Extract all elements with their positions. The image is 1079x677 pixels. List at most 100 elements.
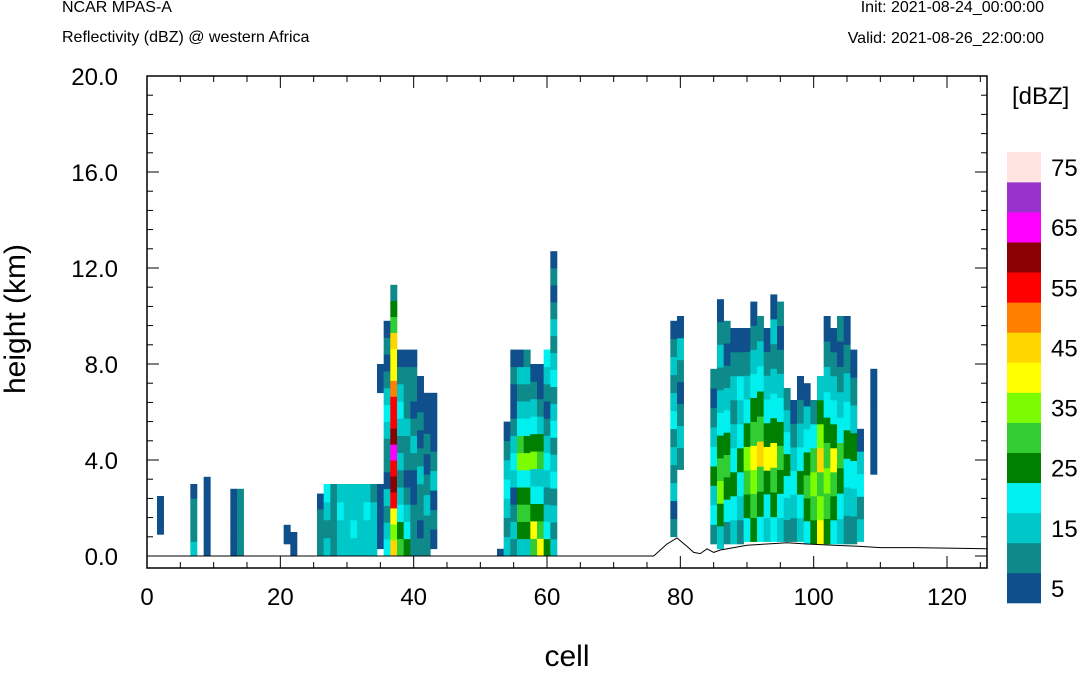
reflectivity-cell — [743, 375, 751, 400]
reflectivity-cell — [710, 446, 718, 467]
reflectivity-cell — [523, 538, 531, 557]
reflectivity-cell — [803, 429, 811, 453]
reflectivity-cell — [550, 539, 558, 557]
x-tick-label: 60 — [534, 584, 561, 611]
reflectivity-cell — [343, 520, 351, 539]
reflectivity-cell — [757, 341, 764, 367]
reflectivity-cell — [750, 349, 758, 374]
reflectivity-cell — [777, 517, 784, 542]
reflectivity-cell — [843, 487, 851, 516]
reflectivity-cell — [790, 423, 798, 448]
reflectivity-cell — [537, 538, 544, 557]
reflectivity-cell — [423, 474, 431, 496]
reflectivity-cell — [503, 498, 511, 518]
reflectivity-cell — [377, 516, 384, 533]
reflectivity-cell — [543, 487, 551, 505]
reflectivity-cell — [837, 392, 844, 418]
reflectivity-cell — [397, 384, 404, 402]
reflectivity-cell — [777, 301, 784, 326]
reflectivity-cell — [830, 352, 838, 377]
reflectivity-cell — [857, 428, 864, 452]
reflectivity-cell — [783, 519, 791, 542]
reflectivity-cell — [710, 524, 718, 545]
reflectivity-cell — [803, 521, 811, 545]
reflectivity-cells — [157, 251, 878, 557]
reflectivity-cell — [823, 468, 831, 494]
reflectivity-cell — [550, 352, 558, 371]
colorbar-tick-label: 65 — [1051, 215, 1078, 242]
reflectivity-cell — [397, 435, 404, 454]
reflectivity-cell — [543, 538, 551, 557]
reflectivity-cell — [743, 399, 751, 424]
reflectivity-cell — [770, 418, 778, 444]
reflectivity-cell — [423, 392, 431, 414]
x-tick-label: 100 — [794, 584, 834, 611]
reflectivity-cell — [370, 484, 378, 503]
reflectivity-cell — [517, 521, 524, 540]
reflectivity-cell — [803, 498, 811, 522]
reflectivity-cell — [750, 493, 758, 518]
reflectivity-cell — [363, 502, 371, 521]
reflectivity-cell — [717, 299, 724, 323]
reflectivity-cell — [390, 364, 398, 381]
reflectivity-cell — [330, 538, 338, 557]
reflectivity-cell — [530, 364, 538, 382]
reflectivity-cell — [383, 438, 391, 456]
reflectivity-cell — [857, 519, 864, 542]
reflectivity-cell — [390, 476, 398, 493]
reflectivity-cell — [743, 470, 751, 495]
reflectivity-cell — [503, 479, 511, 499]
reflectivity-cell — [530, 416, 538, 435]
reflectivity-cell — [730, 328, 738, 353]
colorbar-swatch — [1007, 272, 1041, 303]
reflectivity-cell — [777, 373, 784, 398]
reflectivity-cell — [710, 427, 718, 447]
reflectivity-cell — [410, 504, 418, 522]
reflectivity-cell — [770, 516, 778, 542]
reflectivity-cell — [810, 424, 818, 449]
reflectivity-cell — [383, 388, 391, 406]
reflectivity-cell — [770, 319, 778, 345]
colorbar — [1007, 152, 1041, 604]
reflectivity-cell — [517, 418, 524, 436]
reflectivity-cell — [750, 421, 758, 446]
reflectivity-cell — [550, 386, 558, 404]
reflectivity-cell — [383, 404, 391, 422]
reflectivity-cell — [517, 349, 524, 368]
reflectivity-cell — [550, 420, 558, 438]
reflectivity-cell — [710, 368, 718, 389]
reflectivity-cell — [543, 470, 551, 488]
reflectivity-cell — [390, 332, 398, 349]
reflectivity-cell — [677, 381, 684, 405]
reflectivity-cell — [750, 397, 758, 422]
reflectivity-cell — [550, 318, 558, 337]
reflectivity-cell — [770, 442, 778, 468]
reflectivity-cell — [537, 521, 544, 539]
reflectivity-cell — [717, 367, 724, 391]
reflectivity-cell — [730, 400, 738, 425]
reflectivity-cell — [810, 448, 818, 473]
reflectivity-cell — [237, 488, 244, 503]
reflectivity-cell — [750, 445, 758, 470]
reflectivity-cell — [383, 354, 391, 372]
reflectivity-cell — [870, 368, 878, 405]
reflectivity-cell — [517, 401, 524, 419]
reflectivity-cell — [677, 337, 684, 361]
reflectivity-cell — [763, 446, 771, 471]
reflectivity-cell — [750, 517, 758, 542]
reflectivity-cell — [523, 366, 531, 385]
reflectivity-cell — [843, 316, 851, 345]
reflectivity-cell — [763, 375, 771, 400]
reflectivity-cell — [737, 520, 744, 545]
reflectivity-cell — [670, 410, 678, 430]
reflectivity-cell — [777, 445, 784, 470]
reflectivity-cell — [790, 447, 798, 472]
colorbar-swatch — [1007, 392, 1041, 423]
reflectivity-cell — [530, 451, 538, 470]
reflectivity-cell — [423, 494, 431, 516]
reflectivity-cell — [517, 487, 524, 505]
reflectivity-cell — [317, 493, 324, 510]
reflectivity-cell — [417, 376, 424, 395]
reflectivity-cell — [723, 499, 731, 522]
reflectivity-cell — [397, 504, 404, 522]
